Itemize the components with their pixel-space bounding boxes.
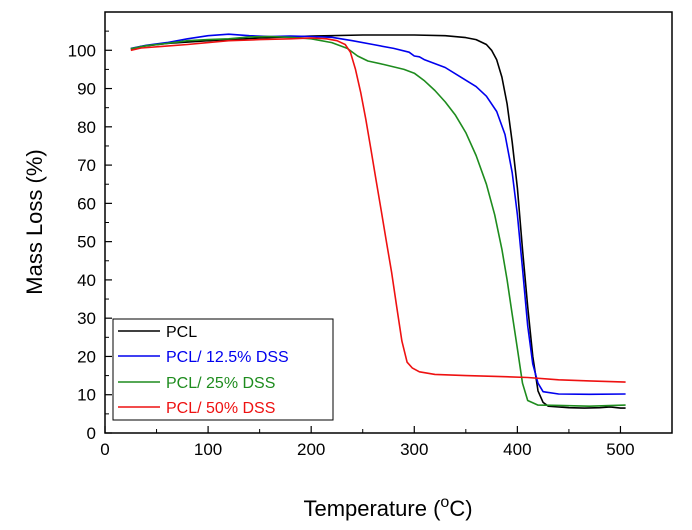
y-tick-label: 80 [77, 118, 96, 137]
axis-ticks [104, 30, 622, 434]
x-axis-title-sup: o [440, 494, 449, 511]
x-tick-label: 0 [100, 440, 109, 459]
x-tick-label: 300 [400, 440, 428, 459]
y-tick-label: 100 [68, 41, 96, 60]
x-tick-label: 500 [606, 440, 634, 459]
y-tick-label: 30 [77, 309, 96, 328]
legend-label-pcl-12-5-dss: PCL/ 12.5% DSS [166, 349, 289, 366]
y-axis-title: Mass Loss (%) [22, 149, 47, 294]
legend-label-pcl-50-dss: PCL/ 50% DSS [166, 400, 275, 417]
y-tick-label: 20 [77, 347, 96, 366]
x-axis-title: Temperature (oC) [303, 494, 472, 521]
x-tick-label: 100 [194, 440, 222, 459]
series-line-pcl-25-dss [130, 35, 626, 408]
y-tick-label: 70 [77, 156, 96, 175]
series-layer [130, 33, 626, 409]
legend-label-pcl: PCL [166, 324, 197, 341]
series-line-pcl-12-5-dss [130, 33, 626, 396]
tick-labels: 0 100 200 300 400 500 0 10 20 30 40 50 60 70 80 90 100 [68, 41, 635, 459]
y-tick-label: 90 [77, 80, 96, 99]
x-axis-title-unit: C) [449, 496, 472, 521]
x-tick-label: 400 [503, 440, 531, 459]
y-tick-label: 40 [77, 271, 96, 290]
y-tick-label: 50 [77, 233, 96, 252]
x-tick-label: 200 [297, 440, 325, 459]
y-tick-label: 60 [77, 194, 96, 213]
legend-label-pcl-25-dss: PCL/ 25% DSS [166, 375, 275, 392]
y-tick-label: 0 [87, 424, 96, 443]
y-tick-label: 10 [77, 386, 96, 405]
x-axis-title-main: Temperature ( [303, 496, 441, 521]
series-line-pcl-50-dss [130, 37, 626, 383]
legend: PCL PCL/ 12.5% DSS PCL/ 25% DSS PCL/ 50%… [112, 318, 334, 421]
legend-box [112, 318, 334, 421]
